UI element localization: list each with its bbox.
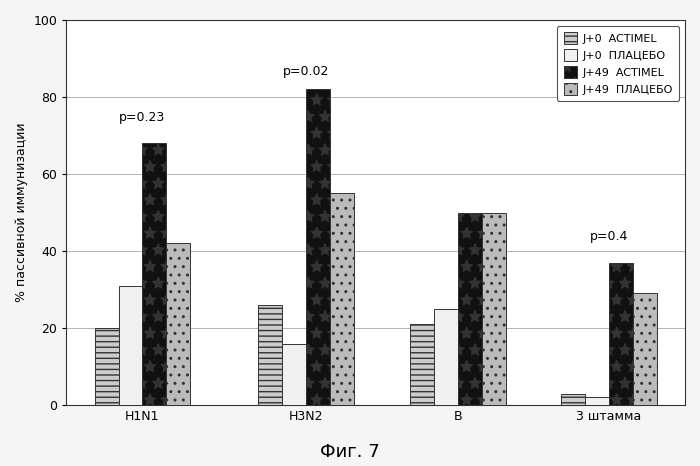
Text: Фиг. 7: Фиг. 7 bbox=[320, 443, 380, 461]
Bar bbox=[561, 394, 585, 405]
Bar bbox=[633, 294, 657, 405]
Bar bbox=[434, 309, 458, 405]
Bar bbox=[330, 193, 354, 405]
Legend: J+0  ACTIMEL, J+0  ПЛАЦЕБО, J+49  ACTIMEL, J+49  ПЛАЦЕБО: J+0 ACTIMEL, J+0 ПЛАЦЕБО, J+49 ACTIMEL, … bbox=[556, 26, 680, 101]
Bar bbox=[282, 343, 307, 405]
Bar bbox=[585, 397, 609, 405]
Bar bbox=[482, 212, 505, 405]
Bar bbox=[307, 89, 330, 405]
Bar bbox=[458, 212, 482, 405]
Y-axis label: % пассивной иммунизации: % пассивной иммунизации bbox=[15, 123, 28, 302]
Bar bbox=[118, 286, 143, 405]
Bar bbox=[167, 243, 190, 405]
Bar bbox=[410, 324, 434, 405]
Bar bbox=[94, 328, 118, 405]
Text: p=0.23: p=0.23 bbox=[120, 111, 166, 124]
Bar bbox=[258, 305, 282, 405]
Text: p=0.02: p=0.02 bbox=[284, 65, 330, 78]
Bar bbox=[609, 263, 633, 405]
Text: p=0.4: p=0.4 bbox=[590, 230, 628, 243]
Bar bbox=[143, 143, 167, 405]
